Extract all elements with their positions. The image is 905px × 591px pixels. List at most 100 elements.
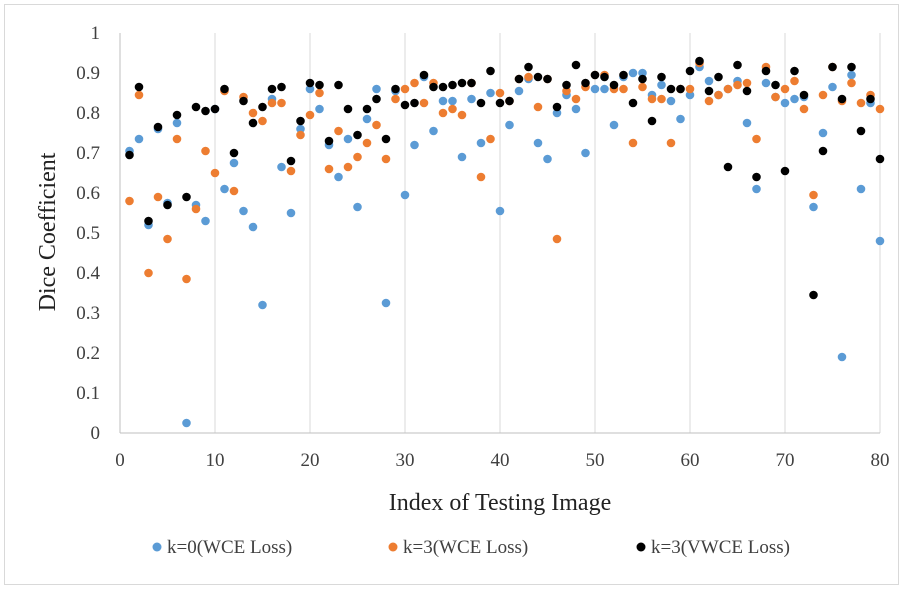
series-1-point (837, 352, 847, 362)
series-3-point (552, 102, 562, 112)
series-1-point (410, 140, 419, 150)
series-2-point (163, 234, 172, 244)
series-2-point (201, 146, 210, 156)
series-1-point (514, 86, 524, 96)
series-2-point (685, 84, 695, 94)
series-1-point (182, 418, 191, 428)
series-3-point (457, 78, 467, 88)
y-tick-label: 0.5 (76, 223, 100, 244)
series-1-point (790, 94, 799, 104)
series-2-point (524, 72, 533, 82)
series-3-point (714, 72, 723, 82)
series-3-point (837, 94, 847, 104)
series-3-point (486, 66, 495, 76)
series-1-point (315, 104, 324, 114)
series-2-point (771, 92, 780, 102)
series-3-point (134, 82, 144, 92)
legend-marker-1 (152, 542, 162, 552)
series-3-point (495, 98, 505, 108)
y-tick-label: 0.8 (76, 103, 100, 124)
series-3-point (514, 74, 524, 84)
series-3-point (628, 98, 638, 108)
series-3-point (362, 104, 372, 114)
series-2-point (742, 78, 752, 88)
series-2-point (296, 130, 305, 140)
series-1-point (600, 84, 609, 94)
series-3-point (153, 122, 163, 132)
series-1-point (429, 126, 438, 136)
series-3-point (847, 62, 856, 72)
series-2-point (381, 154, 391, 164)
series-3-point (733, 60, 742, 70)
series-1-point (438, 96, 448, 106)
series-2-point (457, 110, 467, 120)
series-3-point (172, 110, 182, 120)
series-2-point (334, 126, 343, 136)
series-1-point (505, 120, 514, 130)
series-1-point (486, 88, 495, 98)
series-3-point (476, 98, 486, 108)
series-2-point (315, 88, 324, 98)
y-tick-label: 0.3 (76, 303, 100, 324)
series-2-point (714, 90, 723, 100)
series-3-point (163, 200, 172, 210)
x-tick-label: 50 (586, 450, 605, 471)
series-1-point (847, 70, 856, 80)
series-3-point (562, 80, 571, 90)
series-1-point (381, 298, 391, 308)
series-3-point (334, 80, 343, 90)
series-3-point (372, 94, 381, 104)
series-2-point (144, 268, 153, 278)
series-3-point (210, 104, 220, 114)
series-2-point (875, 104, 885, 114)
series-2-point (267, 98, 277, 108)
legend-label-1: k=0(WCE Loss) (167, 537, 292, 558)
series-3-point (448, 80, 457, 90)
series-2-point (733, 80, 742, 90)
series-1-point (685, 90, 695, 100)
series-1-point (457, 152, 467, 162)
series-1-point (581, 148, 590, 158)
legend-label-2: k=3(WCE Loss) (403, 537, 528, 558)
series-2-point (372, 120, 381, 130)
series-3-point (343, 104, 353, 114)
series-2-point (305, 110, 315, 120)
series-3-point (410, 98, 419, 108)
series-3-point (305, 78, 315, 88)
series-3-point (391, 84, 400, 94)
x-tick-label: 40 (491, 450, 510, 471)
series-3-point (533, 72, 543, 82)
legend-marker-2 (388, 542, 398, 552)
series-2-point (657, 94, 666, 104)
series-3-point (761, 66, 771, 76)
series-3-point (866, 94, 875, 104)
series-3-point (676, 84, 685, 94)
series-2-point (134, 90, 144, 100)
series-1-point (277, 162, 286, 172)
series-2-point (172, 134, 182, 144)
series-2-point (258, 116, 267, 126)
series-2-point (153, 192, 163, 202)
series-2-point (324, 164, 334, 174)
series-2-point (191, 204, 201, 214)
series-2-point (638, 82, 647, 92)
x-tick-label: 10 (206, 450, 225, 471)
series-2-point (647, 94, 657, 104)
series-3-point (324, 136, 334, 146)
x-tick-label: 70 (776, 450, 795, 471)
series-1-point (305, 84, 315, 94)
series-1-point (172, 118, 182, 128)
series-3-point (248, 118, 258, 128)
series-2-point (704, 96, 714, 106)
series-1-point (134, 134, 144, 144)
series-3-point (258, 102, 267, 112)
series-1-point (467, 94, 476, 104)
series-1-point (220, 184, 229, 194)
series-1-point (552, 108, 562, 118)
series-2-point (856, 98, 866, 108)
series-2-point (248, 108, 258, 118)
series-2-point (362, 138, 372, 148)
x-tick-label: 0 (115, 450, 125, 471)
series-2-point (790, 76, 799, 86)
series-2-point (562, 86, 571, 96)
